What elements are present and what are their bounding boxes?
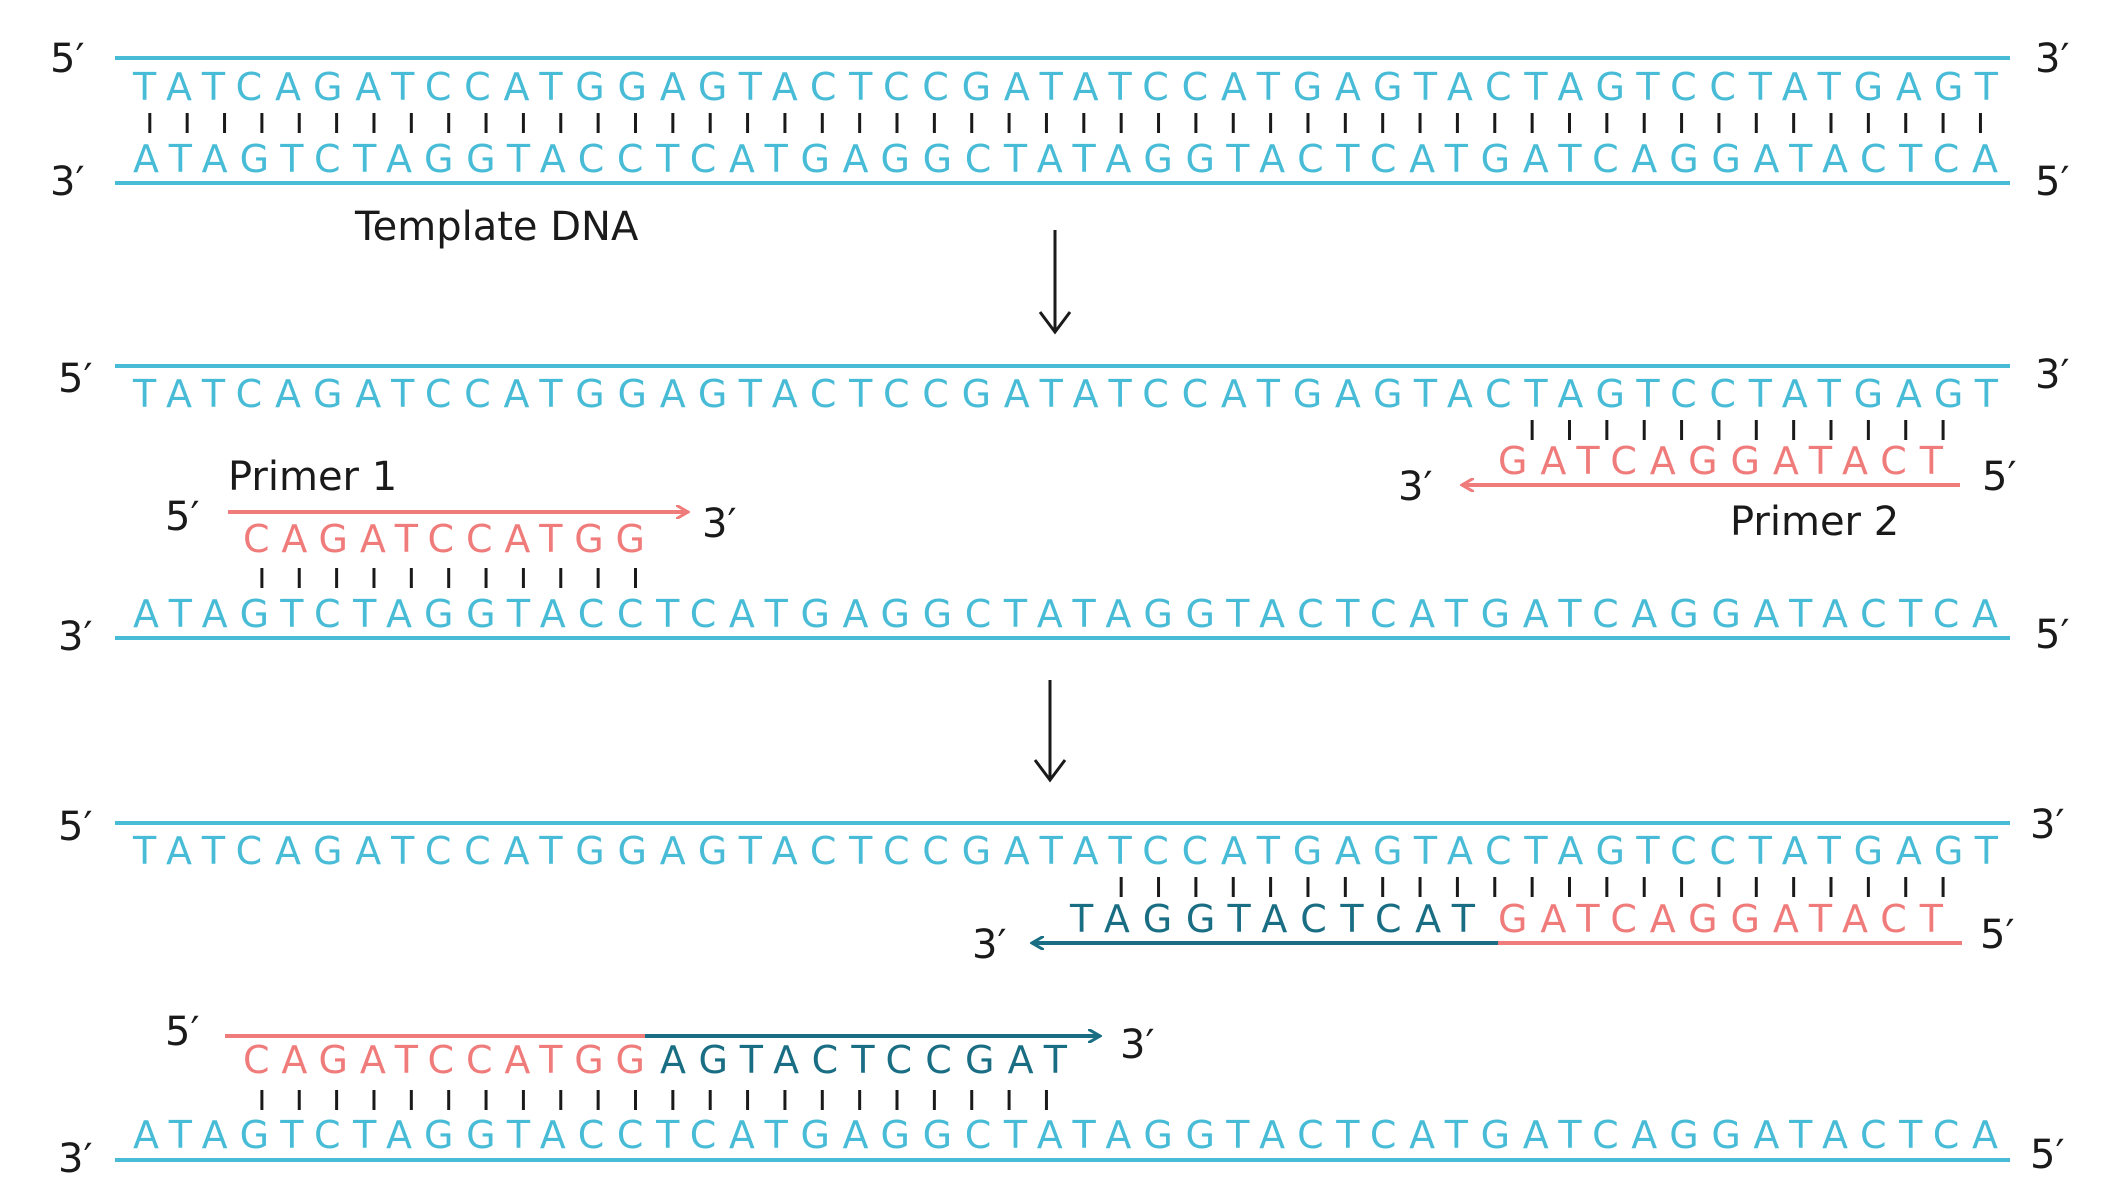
three-prime-label: 3′: [2035, 36, 2070, 82]
five-prime-label: 5′: [2035, 159, 2070, 205]
primer2-five-prime: 5′: [1982, 454, 2017, 500]
five-prime-label: 5′: [2030, 1132, 2065, 1178]
five-prime-label: 5′: [58, 804, 93, 850]
primer1-sequence: CAGATCCATGG: [243, 517, 648, 561]
template-bottom-strand: ATAGTCTAGGTACCTCATGAGGCTATAGGTACTCATGATC…: [133, 137, 2001, 181]
stage-template: 5′ 3′ TATCAGATCCATGGAGTACTCCGATATCCATGAG…: [50, 36, 2070, 250]
primer2-bonds: [1530, 420, 1945, 440]
primer1-five-prime: 5′: [165, 494, 200, 540]
template-dna-label: Template DNA: [354, 204, 639, 250]
template-top-strand: TATCAGATCCATGGAGTACTCCGATATCCATGAGTACTAG…: [132, 65, 2001, 109]
template-top-strand: TATCAGATCCATGGAGTACTCCGATATCCATGAGTACTAG…: [132, 372, 2001, 416]
primer1-five-prime: 5′: [165, 1009, 200, 1055]
primer2-sequence: GATCAGGATACT: [1498, 897, 1946, 941]
primer1-three-prime: 3′: [702, 501, 737, 547]
primer2-five-prime: 5′: [1980, 912, 2015, 958]
primer2-label: Primer 2: [1730, 499, 1899, 545]
primer2-three-prime: 3′: [972, 922, 1007, 968]
extended-primer1-bonds: [260, 1090, 1048, 1110]
stage-extension: 5′ 3′ TATCAGATCCATGGAGTACTCCGATATCCATGAG…: [58, 802, 2065, 1182]
down-arrow-icon: [1033, 680, 1067, 783]
template-top-strand: TATCAGATCCATGGAGTACTCCGATATCCATGAGTACTAG…: [132, 829, 2001, 873]
primer2-new-dna: TAGGTACTCAT: [1069, 897, 1478, 941]
template-bottom-strand: ATAGTCTAGGTACCTCATGAGGCTATAGGTACTCATGATC…: [133, 592, 2001, 636]
five-prime-label: 5′: [58, 356, 93, 402]
primer2-sequence: GATCAGGATACT: [1498, 439, 1946, 483]
primer1-bonds: [260, 568, 637, 588]
three-prime-label: 3′: [2030, 802, 2065, 848]
stage-annealing: 5′ 3′ TATCAGATCCATGGAGTACTCCGATATCCATGAG…: [58, 352, 2070, 660]
primer1-new-dna: AGTACTCCGAT: [660, 1038, 1070, 1082]
three-prime-label: 3′: [50, 159, 85, 205]
three-prime-label: 3′: [2035, 352, 2070, 398]
primer1-three-prime: 3′: [1120, 1022, 1155, 1068]
base-pair-bonds: [148, 113, 1982, 133]
template-bottom-strand: ATAGTCTAGGTACCTCATGAGGCTATAGGTACTCATGATC…: [133, 1113, 2001, 1157]
primer2-three-prime: 3′: [1398, 464, 1433, 510]
five-prime-label: 5′: [50, 36, 85, 82]
primer1-label: Primer 1: [228, 454, 397, 500]
extended-primer2-bonds: [1119, 877, 1945, 897]
five-prime-label: 5′: [2035, 612, 2070, 658]
three-prime-label: 3′: [58, 614, 93, 660]
down-arrow-icon: [1038, 230, 1072, 335]
three-prime-label: 3′: [58, 1136, 93, 1182]
primer1-sequence: CAGATCCATGG: [243, 1038, 648, 1082]
